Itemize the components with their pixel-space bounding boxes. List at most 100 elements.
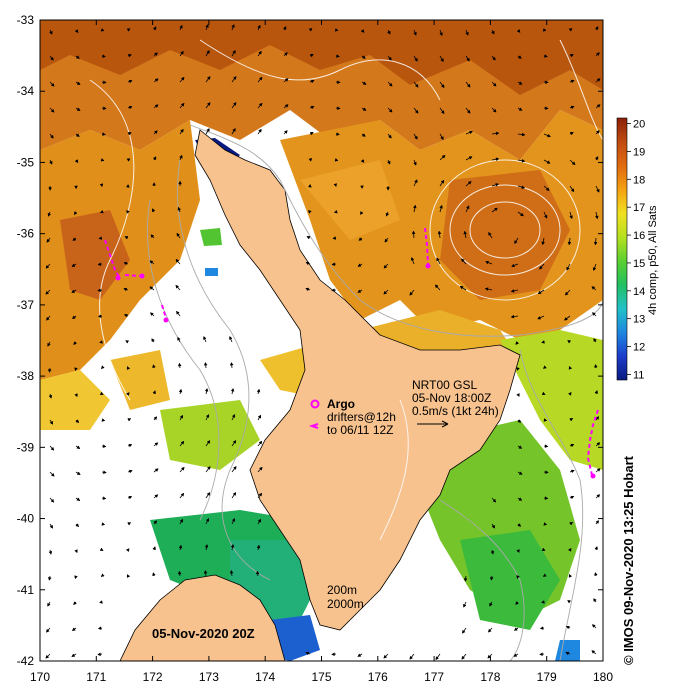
current-vector-head <box>175 284 180 289</box>
current-vector-head <box>520 212 524 217</box>
current-vector-head <box>543 522 548 526</box>
depth-legend: 200m 2000m <box>327 583 364 611</box>
current-vector-head <box>570 188 575 193</box>
current-vector-head <box>592 267 597 271</box>
current-vector-head <box>385 212 390 217</box>
current-vector-head <box>232 50 236 54</box>
current-vector-head <box>255 570 260 575</box>
current-vector-head <box>177 336 181 341</box>
current-vector-head <box>98 236 103 240</box>
current-vector-head <box>102 132 106 136</box>
current-vector-head <box>257 24 261 29</box>
x-tick-label: 174 <box>255 670 275 684</box>
current-vector-head <box>177 362 182 367</box>
current-vector-head <box>179 24 183 29</box>
current-vector-head <box>518 81 523 85</box>
current-vector-head <box>334 28 339 32</box>
current-vector-head <box>488 628 492 633</box>
current-vector-head <box>48 550 53 555</box>
current-vector-head <box>128 79 133 84</box>
current-vector-head <box>484 287 489 291</box>
current-vector-head <box>127 53 132 58</box>
current-vector-head <box>544 444 549 448</box>
current-vector-head <box>126 366 131 370</box>
colorbar-tick-label: 16 <box>633 230 645 242</box>
current-vector-head <box>463 230 468 235</box>
current-vector-head <box>516 549 520 553</box>
current-vector-head <box>232 440 237 444</box>
current-vector-head <box>461 258 465 263</box>
current-vector-head <box>591 286 596 290</box>
current-vector-head <box>178 388 183 393</box>
current-vector-head <box>570 469 575 474</box>
current-vector-head <box>594 390 599 394</box>
current-vector-head <box>595 520 599 524</box>
current-vector-head <box>97 262 102 267</box>
current-vector-head <box>485 260 489 265</box>
current-vector-head <box>308 158 313 162</box>
current-vector-head <box>567 340 572 344</box>
current-vector-head <box>72 237 77 241</box>
current-vector-head <box>284 52 288 56</box>
current-vector-head <box>49 524 53 529</box>
current-vector-head <box>595 416 600 420</box>
current-vector-head <box>537 315 542 320</box>
currents-line3: 0.5m/s (1kt 24h) <box>412 404 499 418</box>
current-vector-head <box>388 134 392 139</box>
current-vector-head <box>176 232 181 237</box>
currents-line2: 05-Nov 18:00Z <box>412 391 491 405</box>
current-vector-head <box>440 136 444 141</box>
current-vector-head <box>100 27 105 32</box>
current-vector-head <box>179 518 183 523</box>
current-vector-head <box>510 289 515 293</box>
current-vector-head <box>491 524 495 529</box>
current-vector-head <box>178 544 183 549</box>
colorbar-tick-label: 13 <box>633 314 645 326</box>
north-island-land <box>194 129 521 631</box>
current-vector-head <box>414 83 419 88</box>
current-vector-head <box>409 655 414 660</box>
argo-line2: to 06/11 12Z <box>327 423 394 437</box>
y-tick-label: -37 <box>17 298 35 312</box>
current-vector-head <box>518 445 523 449</box>
current-vector-head <box>50 472 55 477</box>
current-vector-head <box>360 159 365 163</box>
y-tick-label: -40 <box>17 512 35 526</box>
current-vector-head <box>570 79 575 84</box>
current-vector-head <box>596 78 601 82</box>
current-vector-head <box>126 158 131 162</box>
current-vector-head <box>154 52 158 57</box>
x-tick-label: 172 <box>143 670 163 684</box>
current-vector-head <box>257 518 261 523</box>
current-vector-head <box>99 600 103 604</box>
x-tick-label: 173 <box>199 670 219 684</box>
current-vector-head <box>150 234 155 239</box>
current-vector-head <box>152 572 156 576</box>
current-vector-head <box>466 109 471 114</box>
current-vector-head <box>125 340 130 344</box>
colorbar-tick-label: 17 <box>633 202 645 214</box>
current-vector-head <box>569 53 574 58</box>
current-vector-head <box>537 290 542 295</box>
current-vector-head <box>74 393 78 398</box>
current-vector-head <box>101 365 105 370</box>
date-label: 05-Nov-2020 20Z <box>152 626 255 641</box>
current-vector-head <box>203 569 208 574</box>
current-vector-head <box>71 653 76 657</box>
current-vector-head <box>123 261 128 266</box>
current-vector-head <box>362 107 367 111</box>
current-vector-head <box>517 55 522 59</box>
current-vector-head <box>388 82 393 87</box>
current-vector-head <box>308 28 313 32</box>
current-vector-head <box>99 209 104 214</box>
south-island-land <box>119 574 286 661</box>
current-vector-head <box>284 104 289 108</box>
colorbar-tick-label: 20 <box>633 119 645 131</box>
current-vector-head <box>310 79 315 84</box>
current-vector-head <box>154 494 159 498</box>
colorbar-tick-label: 14 <box>633 286 645 298</box>
current-vector-head <box>596 468 601 472</box>
current-vector-head <box>383 654 388 659</box>
current-vector-head <box>539 652 543 656</box>
current-vector-head <box>564 291 569 296</box>
